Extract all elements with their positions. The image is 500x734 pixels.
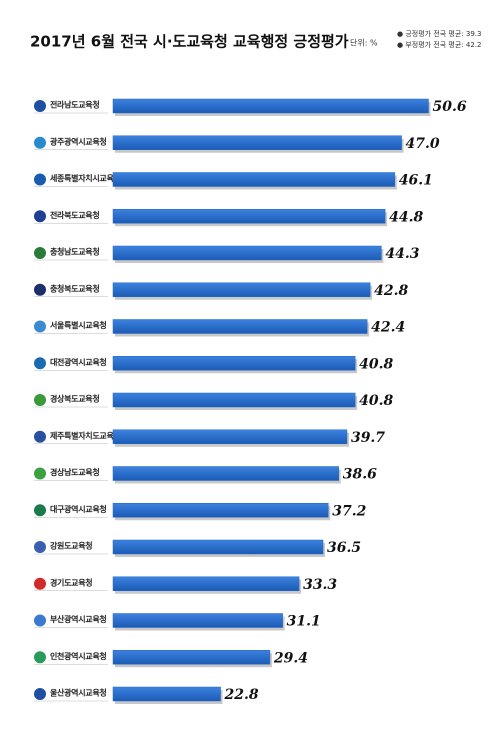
bar	[112, 429, 348, 444]
logo	[34, 688, 46, 700]
logo	[34, 320, 46, 333]
value-label: 33.3	[303, 577, 337, 593]
logo	[34, 577, 46, 590]
value-label: 37.2	[332, 503, 366, 519]
logo	[34, 100, 46, 112]
value-label: 22.8	[224, 687, 259, 703]
bar	[112, 539, 324, 555]
bar	[112, 686, 221, 702]
category-label: 전라남도교육청	[50, 100, 99, 110]
logo	[34, 247, 46, 259]
logo	[34, 210, 46, 223]
unit-label: 단위: %	[350, 38, 378, 48]
value-label: 29.4	[273, 650, 308, 666]
category-label: 충청남도교육청	[50, 247, 99, 257]
value-label: 44.8	[389, 209, 423, 225]
logo	[34, 394, 46, 406]
bar	[112, 172, 396, 187]
bar	[112, 209, 386, 224]
bar	[112, 245, 382, 261]
bar	[112, 466, 339, 481]
note: ● 긍정평가 전국 평균: 39.3	[397, 29, 481, 38]
category-label: 경상북도교육청	[50, 394, 99, 404]
logo	[34, 467, 46, 480]
logo	[34, 357, 46, 370]
category-label: 대구광역시교육청	[50, 504, 106, 514]
category-label: 제주특별자치도교육청	[50, 430, 121, 440]
category-label: 경상남도교육청	[50, 467, 99, 477]
note: ● 부정평가 전국 평균: 42.2	[397, 40, 481, 49]
bar	[112, 319, 368, 334]
bar	[112, 392, 356, 408]
logo	[34, 541, 46, 553]
category-label: 경기도교육청	[50, 577, 92, 587]
category-label: 울산광역시교육청	[50, 688, 106, 698]
logo	[34, 614, 46, 627]
bar	[112, 613, 283, 628]
category-label: 인천광역시교육청	[50, 651, 106, 661]
bar	[112, 98, 429, 114]
category-label: 광주광역시교육청	[50, 136, 106, 146]
logo	[34, 136, 46, 149]
bar	[112, 135, 402, 150]
value-label: 42.4	[371, 320, 405, 336]
logo	[34, 173, 46, 186]
value-label: 50.6	[432, 99, 466, 115]
bar	[112, 576, 300, 591]
value-label: 42.8	[374, 283, 408, 299]
category-label: 충청북도교육청	[50, 283, 99, 293]
category-label: 강원도교육청	[50, 541, 92, 551]
category-label: 부산광역시교육청	[50, 614, 106, 624]
category-label: 서울특별시교육청	[50, 320, 106, 330]
value-label: 38.6	[343, 467, 377, 483]
value-label: 46.1	[399, 173, 433, 189]
logo	[34, 504, 46, 517]
category-label: 대전광역시교육청	[50, 357, 106, 367]
chart-title: 2017년 6월 전국 시·도교육청 교육행정 긍정평가	[30, 33, 349, 51]
value-label: 47.0	[406, 136, 440, 152]
logo	[34, 283, 46, 296]
value-label: 40.8	[359, 393, 393, 409]
bar	[112, 650, 271, 665]
value-label: 31.1	[287, 614, 321, 630]
bar	[112, 503, 329, 518]
logo	[34, 651, 46, 664]
bar	[112, 356, 356, 371]
value-label: 40.8	[359, 356, 393, 372]
logo	[34, 430, 46, 443]
category-label: 전라북도교육청	[50, 210, 99, 220]
bar	[112, 282, 371, 297]
category-label: 세종특별자치시교육청	[50, 173, 121, 183]
value-label: 44.3	[385, 246, 419, 262]
value-label: 39.7	[351, 430, 385, 446]
value-label: 36.5	[327, 540, 361, 556]
